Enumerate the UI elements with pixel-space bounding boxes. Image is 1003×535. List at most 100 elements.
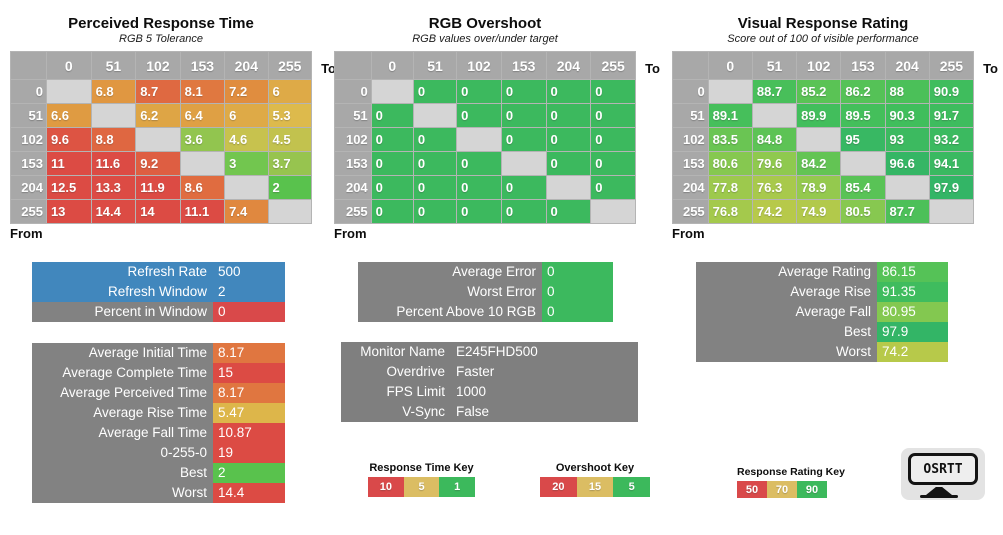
heatmap-cell: 0 xyxy=(371,104,413,127)
refresh-rate-panel: Refresh Rate 500 Refresh Window 2 Percent in… xyxy=(32,262,285,322)
panel-row: Percent Above 10 RGB 0 xyxy=(358,302,613,322)
panel-label: Worst Error xyxy=(358,282,542,302)
panel-value: 2 xyxy=(213,463,285,483)
heatmap-cell xyxy=(457,128,501,151)
heatmap-cell: 0 xyxy=(546,128,591,151)
panel-label: Refresh Window xyxy=(107,284,207,299)
to-axis-label: To xyxy=(645,61,660,76)
row-header-102: 102 xyxy=(11,128,46,151)
panel-row: 0-255-0 19 xyxy=(32,443,285,463)
panel-label: Average Rise xyxy=(696,282,877,302)
heatmap-cell: 0 xyxy=(591,80,635,103)
table-title: Visual Response Rating xyxy=(737,15,909,32)
heatmap-cell: 90.9 xyxy=(929,80,973,103)
panel-value: 0 xyxy=(542,302,613,322)
panel-row: Average Error 0 xyxy=(358,262,613,282)
col-header-204: 204 xyxy=(546,52,591,79)
from-axis-label: From xyxy=(334,226,367,241)
row-header-0: 0 xyxy=(11,80,46,103)
heatmap-cell: 14 xyxy=(136,200,180,223)
panel-label: V-Sync xyxy=(402,404,445,419)
col-header-255: 255 xyxy=(591,52,635,79)
key-swatch-90: 90 xyxy=(797,481,827,498)
col-header-51: 51 xyxy=(413,52,457,79)
heatmap-cell: 0 xyxy=(501,200,546,223)
panel-value: 19 xyxy=(213,443,285,463)
panel-label: Best xyxy=(32,463,213,483)
heatmap-cell: 77.8 xyxy=(708,176,752,199)
col-header-255: 255 xyxy=(268,52,311,79)
row-header-51: 51 xyxy=(11,104,46,127)
key-swatch-15: 15 xyxy=(576,477,614,497)
heatmap-cell: 8.8 xyxy=(91,128,136,151)
rgb-overshoot-table: 0 51 102 153 204 255 0 0 0 0 0 0 51 0 0 0 0 0 102 0 0 0 0 0 153 0… xyxy=(334,51,636,224)
panel-label: Worst xyxy=(32,483,213,503)
row-header-51: 51 xyxy=(335,104,371,127)
heatmap-cell: 0 xyxy=(501,80,546,103)
heatmap-cell: 0 xyxy=(591,152,635,175)
heatmap-cell: 0 xyxy=(371,200,413,223)
panel-row: Percent in Window 0 xyxy=(32,302,285,322)
heatmap-cell: 0 xyxy=(413,128,457,151)
heatmap-cell: 0 xyxy=(546,80,591,103)
heatmap-cell: 96.6 xyxy=(885,152,929,175)
panel-value: False xyxy=(456,404,490,419)
table-title: RGB Overshoot xyxy=(428,15,542,32)
heatmap-cell xyxy=(708,80,752,103)
panel-row: Average Rating 86.15 xyxy=(696,262,948,282)
row-header-255: 255 xyxy=(11,200,46,223)
response-time-key: Response Time Key 10 5 1 xyxy=(368,462,476,497)
overshoot-key: Overshoot Key 20 15 5 xyxy=(540,462,651,497)
heatmap-cell: 13 xyxy=(46,200,91,223)
panel-row: Average Rise 91.35 xyxy=(696,282,948,302)
key-swatch-10: 10 xyxy=(368,477,404,497)
key-swatches: 20 15 5 xyxy=(540,477,651,497)
heatmap-cell: 83.5 xyxy=(708,128,752,151)
heatmap-cell xyxy=(752,104,797,127)
heatmap-cell xyxy=(180,152,225,175)
key-title: Response Rating Key xyxy=(737,466,845,478)
panel-label: Average Rating xyxy=(696,262,877,282)
key-swatch-1: 1 xyxy=(439,477,476,497)
heatmap-cell xyxy=(929,200,973,223)
table-corner xyxy=(335,52,371,79)
osrtt-logo: OSRTT xyxy=(901,448,985,500)
col-header-102: 102 xyxy=(457,52,501,79)
monitor-icon: OSRTT xyxy=(908,453,978,485)
heatmap-cell: 0 xyxy=(413,176,457,199)
panel-label: Average Perceived Time xyxy=(32,383,213,403)
error-stats-panel: Average Error 0 Worst Error 0 Percent Above … xyxy=(358,262,613,322)
from-axis-label: From xyxy=(672,226,705,241)
panel-value: 74.2 xyxy=(877,342,948,362)
heatmap-cell: 0 xyxy=(371,128,413,151)
panel-value: 14.4 xyxy=(213,483,285,503)
heatmap-cell: 76.8 xyxy=(708,200,752,223)
time-stats-panel: Average Initial Time 8.17 Average Complete… xyxy=(32,343,285,503)
heatmap-cell: 5.3 xyxy=(268,104,311,127)
heatmap-cell xyxy=(413,104,457,127)
heatmap-cell: 11.6 xyxy=(91,152,136,175)
heatmap-cell: 91.7 xyxy=(929,104,973,127)
panel-label: Overdrive xyxy=(386,364,445,379)
heatmap-cell: 85.4 xyxy=(841,176,885,199)
key-swatch-5: 5 xyxy=(613,477,651,497)
col-header-204: 204 xyxy=(225,52,268,79)
heatmap-cell: 0 xyxy=(413,152,457,175)
panel-value: Faster xyxy=(456,364,495,379)
heatmap-cell xyxy=(268,200,311,223)
panel-label: Best xyxy=(696,322,877,342)
panel-value: 1000 xyxy=(456,384,487,399)
monitor-info-panel: Monitor Name E245FHD500 Overdrive Faster FPS… xyxy=(341,342,638,422)
heatmap-cell: 11.9 xyxy=(136,176,180,199)
panel-value: 97.9 xyxy=(877,322,948,342)
table-subtitle: Score out of 100 of visible performance xyxy=(727,33,919,45)
row-header-102: 102 xyxy=(673,128,708,151)
perceived-response-time-section: Perceived Response Time RGB 5 Tolerance … xyxy=(10,15,336,241)
col-header-0: 0 xyxy=(46,52,91,79)
table-corner xyxy=(673,52,708,79)
table-subtitle: RGB 5 Tolerance xyxy=(119,33,203,45)
heatmap-cell: 3 xyxy=(225,152,268,175)
heatmap-cell: 4.5 xyxy=(268,128,311,151)
panel-value: 5.47 xyxy=(213,403,285,423)
to-axis-label: To xyxy=(983,61,998,76)
